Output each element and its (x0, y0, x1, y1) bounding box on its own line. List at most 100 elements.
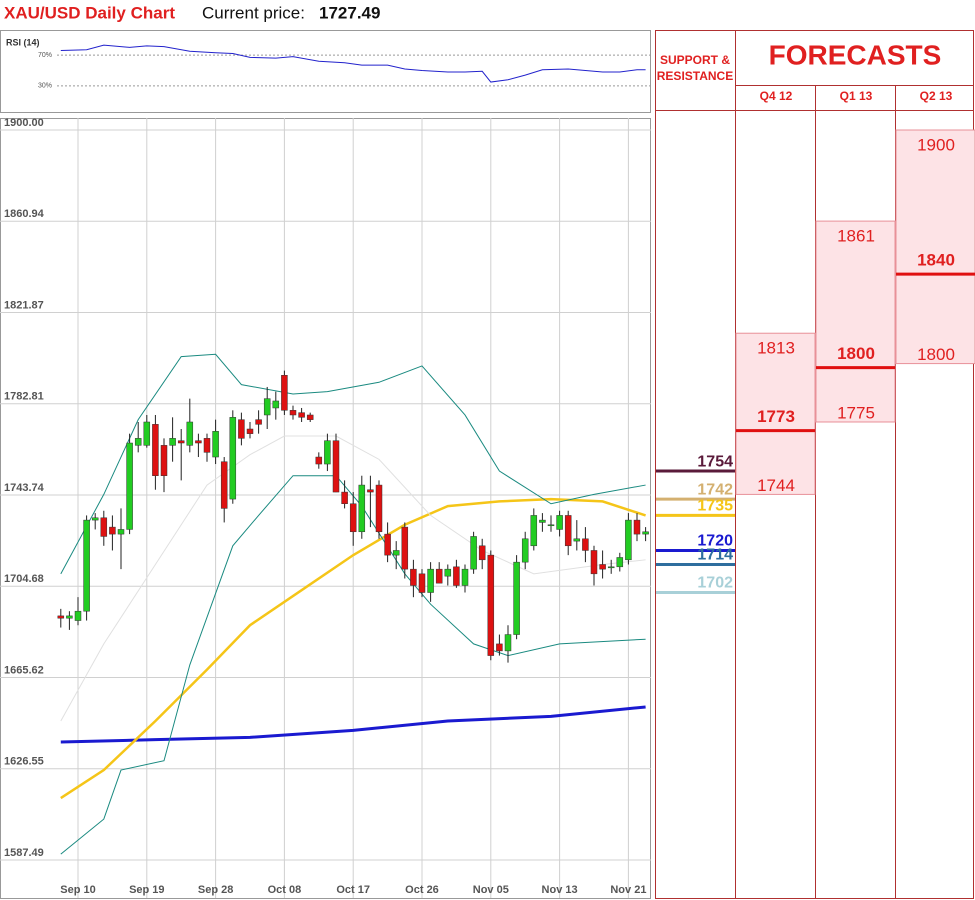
candle-body (504, 634, 512, 652)
sr-label: 1735 (697, 498, 733, 515)
candle-body (203, 438, 211, 453)
plot-panel (0, 118, 651, 899)
forecast-low: 1775 (837, 403, 875, 422)
candle-body (573, 538, 581, 542)
sr-label: 1714 (697, 547, 733, 564)
candle-body (453, 566, 460, 586)
sr-title: SUPPORT & RESISTANCE (656, 53, 734, 83)
candle-body (272, 400, 280, 409)
candle-body (109, 526, 116, 535)
candle-body (358, 484, 366, 533)
candle-body (100, 517, 108, 537)
x-tick-label: Nov 21 (610, 884, 646, 896)
y-tick-label: 1626.55 (4, 756, 44, 768)
candle-body (478, 545, 486, 561)
candle-body (642, 531, 649, 535)
y-tick-label: 1743.74 (4, 482, 45, 494)
candle-body (530, 515, 538, 547)
rsi-panel (0, 30, 651, 113)
candle-body (625, 519, 632, 561)
y-tick-label: 1704.68 (4, 573, 44, 585)
candle-body (496, 643, 503, 652)
x-tick-label: Oct 26 (405, 884, 439, 896)
candle-body (375, 484, 383, 533)
overlay-line (60, 705, 646, 744)
candle-body (521, 538, 529, 563)
candle-body (298, 412, 305, 418)
y-tick-label: 1860.94 (4, 208, 45, 220)
y-tick-label: 1665.62 (4, 664, 44, 676)
candle-body (324, 440, 331, 465)
sr-label: 1720 (697, 533, 733, 550)
candle-body (633, 519, 641, 535)
forecast-mid-label: 1840 (917, 251, 955, 270)
forecast-range (735, 332, 816, 495)
chart-title: XAU/USD Daily Chart (4, 3, 175, 22)
forecast-mid-label: 1800 (837, 344, 875, 363)
sr-label: 1702 (697, 575, 733, 592)
forecast-range (815, 220, 896, 423)
candle-body (435, 568, 443, 584)
forecast-title: FORECASTS (769, 39, 942, 70)
candle-body (134, 438, 142, 446)
quarter-label: Q4 12 (760, 89, 793, 103)
candle-body (392, 550, 400, 556)
candle-body (91, 517, 99, 521)
candle-body (126, 442, 133, 530)
price-value: 1727.49 (319, 3, 380, 22)
candle-body (57, 615, 65, 619)
candle-body (315, 456, 323, 465)
candle-body (212, 431, 219, 458)
sr-label: 1742 (697, 481, 733, 498)
candle-body (401, 526, 409, 570)
sr-label: 1754 (697, 453, 733, 470)
rsi-tick-label: 70% (38, 52, 52, 59)
candle-body (427, 568, 434, 593)
candle-body (220, 461, 228, 509)
candle-body (289, 410, 297, 416)
rsi-area (57, 44, 651, 87)
y-tick-label: 1782.81 (4, 391, 44, 403)
forecast-mid-label: 1773 (757, 407, 795, 426)
candle-body (444, 568, 452, 577)
candle-body (238, 419, 245, 439)
price-label: Current price: (202, 3, 305, 22)
candle-body (341, 491, 348, 504)
forecast-high: 1813 (757, 339, 795, 358)
candle-body (160, 445, 168, 476)
rsi-title: RSI (14) (6, 37, 40, 47)
candle-body (564, 515, 572, 547)
candle-body (616, 557, 624, 568)
y-tick-label: 1900.00 (4, 117, 44, 129)
candle-body (410, 568, 417, 586)
candle-body (556, 515, 563, 530)
candle-body (487, 554, 495, 656)
candle-body (590, 550, 598, 575)
y-tick-label: 1821.87 (4, 299, 44, 311)
candle-body (547, 524, 555, 527)
forecast-low: 1744 (757, 476, 795, 495)
candle-body (246, 428, 254, 434)
rsi-tick-label: 30% (38, 83, 52, 90)
overlay-line (60, 497, 646, 800)
candle-body (152, 424, 159, 476)
candle-body (607, 566, 615, 569)
quarter-label: Q1 13 (840, 89, 873, 103)
forecast-high: 1900 (917, 135, 955, 154)
forecast-high: 1861 (837, 227, 875, 246)
candle-body (186, 421, 194, 446)
candle-body (143, 421, 151, 446)
candle-body (470, 536, 477, 570)
candle-body (461, 568, 469, 586)
sr-header: SUPPORT & RESISTANCE (656, 53, 734, 83)
y-tick-label: 1587.49 (4, 847, 44, 859)
candle-body (349, 503, 357, 533)
candle-body (83, 519, 90, 612)
x-tick-label: Oct 17 (336, 884, 370, 896)
candle-body (74, 610, 82, 621)
candle-body (255, 419, 262, 425)
candle-body (117, 529, 125, 535)
